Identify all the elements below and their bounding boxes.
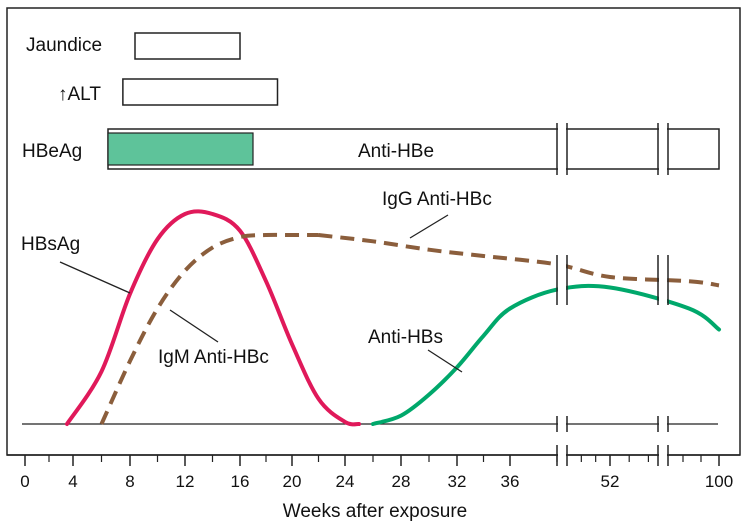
x-axis: 0 4 8 12 16 20 24 28 32 36 52 100	[7, 454, 740, 491]
jaundice-bar	[134, 32, 241, 60]
hbeag-positive-bar	[107, 132, 254, 166]
hbeag-label: HBeAg	[22, 141, 82, 162]
axis-break-gap	[659, 250, 667, 310]
igg-leader-line	[409, 214, 449, 239]
axis-break-gap	[659, 414, 667, 434]
igg-anti-hbc-label: IgG Anti-HBc	[382, 189, 492, 210]
x-tick-label: 24	[336, 472, 355, 491]
x-tick-label: 28	[392, 472, 411, 491]
alt-bar	[122, 78, 279, 106]
jaundice-label: Jaundice	[26, 35, 102, 56]
axis-breaks	[556, 123, 669, 466]
x-tick-label: 20	[283, 472, 302, 491]
x-tick-label: 52	[601, 472, 620, 491]
igm-anti-hbc-label: IgM Anti-HBc	[158, 347, 269, 368]
x-tick-label: 32	[448, 472, 467, 491]
x-tick-label: 8	[125, 472, 134, 491]
anti-hbe-label: Anti-HBe	[358, 141, 434, 162]
x-tick-label: 16	[231, 472, 250, 491]
axis-break-gap	[558, 448, 566, 462]
axis-break-gap	[558, 414, 566, 434]
x-tick-label: 36	[501, 472, 520, 491]
hbeag-row	[107, 128, 720, 170]
x-tick-label: 0	[20, 472, 29, 491]
anti-hbs-label: Anti-HBs	[368, 327, 443, 348]
antihbs-curve	[371, 283, 721, 426]
axis-break-gap	[558, 250, 566, 310]
axis-break-gap	[659, 448, 667, 462]
curves-group	[65, 209, 721, 427]
axis-break-gap	[558, 125, 566, 173]
hbsag-label: HBsAg	[21, 234, 80, 255]
igg-curve	[318, 233, 720, 288]
hbsag-leader-line	[59, 261, 131, 294]
x-tick-label: 4	[68, 472, 77, 491]
igm-leader-line	[169, 309, 219, 343]
x-tick-label: 100	[705, 472, 733, 491]
igm-curve	[99, 232, 319, 425]
axis-break-gap	[659, 125, 667, 173]
anti-hbs-leader-line	[427, 349, 463, 373]
alt-label: ↑ALT	[58, 84, 101, 105]
x-tick-label: 12	[176, 472, 195, 491]
hbsag-curve	[65, 209, 361, 427]
chart-frame	[6, 7, 741, 456]
x-axis-title: Weeks after exposure	[283, 501, 467, 522]
